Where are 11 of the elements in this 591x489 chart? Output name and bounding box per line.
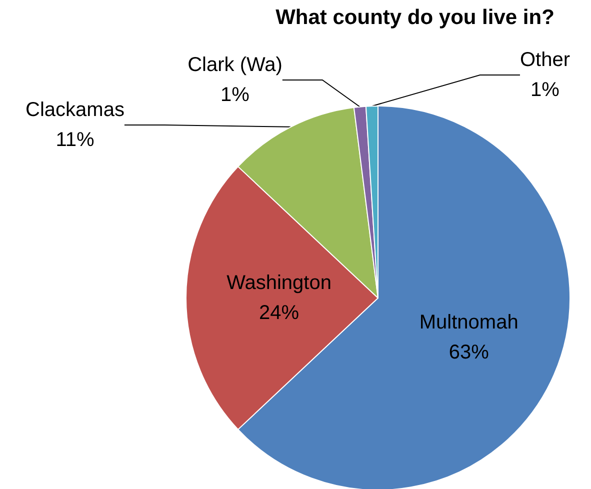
slice-label: Multnomah (419, 311, 518, 334)
chart-title: What county do you live in? (276, 6, 554, 29)
slice-label: Clark (Wa) (188, 54, 282, 76)
data-label: 11% (56, 129, 94, 151)
slice-label: Clackamas (26, 99, 124, 121)
data-label: 63% (448, 341, 490, 364)
data-label: 1% (220, 84, 250, 106)
data-label: 1% (530, 79, 560, 101)
slice-label: Other (520, 49, 570, 71)
slice-label: Washington (226, 272, 332, 294)
data-label: 24% (258, 302, 300, 324)
